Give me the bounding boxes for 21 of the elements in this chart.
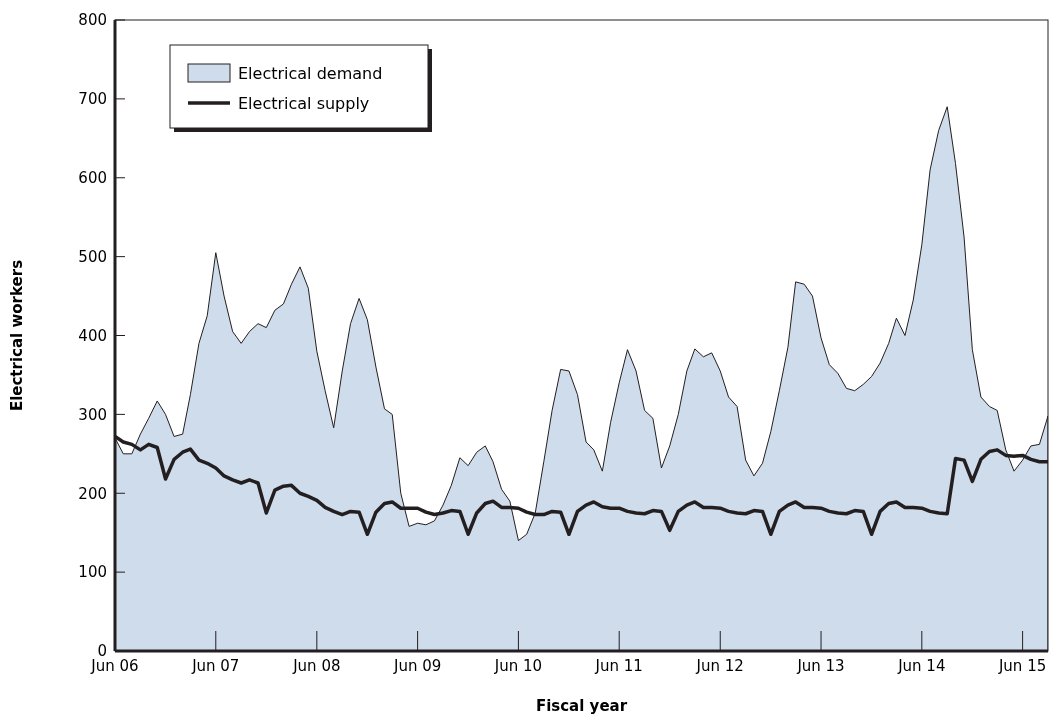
y-tick-label: 400 xyxy=(78,326,107,345)
x-tick-label: Jun 13 xyxy=(796,657,845,675)
legend-label: Electrical supply xyxy=(238,93,370,113)
y-tick-label: 700 xyxy=(78,90,107,109)
x-tick-label: Jun 15 xyxy=(997,657,1047,675)
y-tick-label: 500 xyxy=(78,247,107,266)
y-tick-label: 800 xyxy=(78,11,107,30)
y-axis-title: Electrical workers xyxy=(8,259,26,412)
legend-label: Electrical demand xyxy=(238,63,383,83)
x-axis-title: Fiscal year xyxy=(535,697,628,715)
x-tick-label: Jun 08 xyxy=(292,657,341,675)
x-tick-label: Jun 12 xyxy=(695,657,744,675)
x-tick-label: Jun 11 xyxy=(594,657,643,675)
x-tick-label: Jun 07 xyxy=(191,657,240,675)
x-tick-label: Jun 10 xyxy=(493,657,543,675)
y-tick-label: 100 xyxy=(78,563,107,582)
y-tick-label: 600 xyxy=(78,169,107,187)
x-tick-label: Jun 09 xyxy=(392,657,442,675)
y-tick-label: 300 xyxy=(78,405,107,424)
y-tick-label: 200 xyxy=(78,484,107,503)
x-tick-label: Jun 14 xyxy=(897,657,946,675)
